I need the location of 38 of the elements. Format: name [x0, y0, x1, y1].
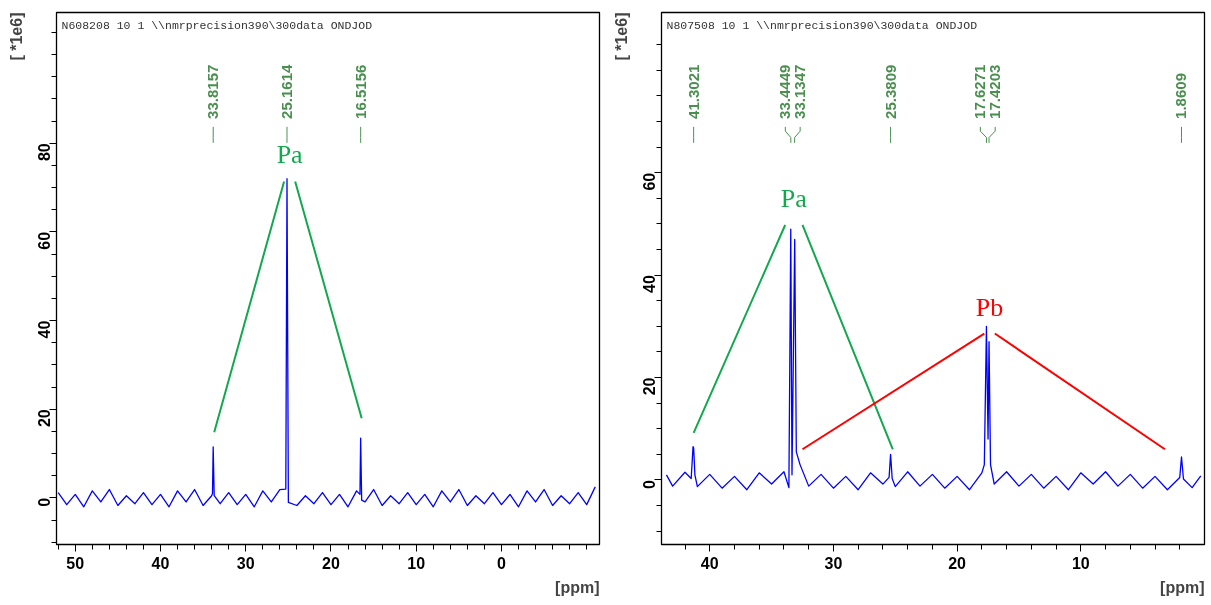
series-label: Pa — [276, 140, 304, 170]
x-tick-label: 30 — [824, 554, 843, 572]
y-tick-label: 0 — [36, 497, 54, 507]
text: N608208 10 1 \\nmrprecision390\300data ONDJOD — [61, 18, 373, 32]
annotation: 16.5156 — [351, 64, 369, 119]
x-axis-title: [ppm] — [555, 578, 600, 596]
x-tick-label: 20 — [948, 554, 967, 572]
y-tick-label: 80 — [36, 143, 54, 162]
y-tick-label: 60 — [641, 172, 659, 191]
x-tick-label: 10 — [407, 554, 426, 572]
x-tick-label: 50 — [66, 554, 85, 572]
y-tick-label: 0 — [641, 479, 659, 489]
x-axis-title: [ppm] — [1160, 578, 1205, 596]
y-tick-label: 40 — [36, 320, 54, 339]
series-label: Pa — [780, 183, 808, 213]
x-tick-label: 40 — [700, 554, 719, 572]
y-axis-title: [ *1e6] — [7, 12, 25, 61]
y-tick-label: 20 — [641, 377, 659, 396]
annotation: 1.8609 — [1172, 73, 1190, 119]
series-label: Pb — [975, 292, 1004, 322]
annotation: 17.4203 — [986, 64, 1004, 119]
text: N807508 10 1 \\nmrprecision390\300data ONDJOD — [666, 18, 978, 32]
y-tick-label: 20 — [36, 409, 54, 428]
annotation: 25.1614 — [277, 64, 295, 119]
annotation: 17.6271 — [971, 64, 989, 119]
annotation: 41.3021 — [684, 64, 702, 119]
annotation: 25.3809 — [881, 64, 899, 119]
x-tick-label: 10 — [1071, 554, 1090, 572]
y-tick-label: 40 — [641, 275, 659, 293]
annotation: 33.1347 — [791, 64, 809, 119]
x-tick-label: 30 — [236, 554, 255, 572]
y-axis-title: [ *1e6] — [612, 12, 630, 61]
annotation: 33.4449 — [776, 64, 794, 119]
x-tick-label: 0 — [497, 554, 507, 572]
y-tick-label: 60 — [36, 231, 54, 250]
x-tick-label: 20 — [322, 554, 340, 572]
x-tick-label: 40 — [151, 554, 170, 572]
annotation: 33.8157 — [204, 64, 222, 119]
